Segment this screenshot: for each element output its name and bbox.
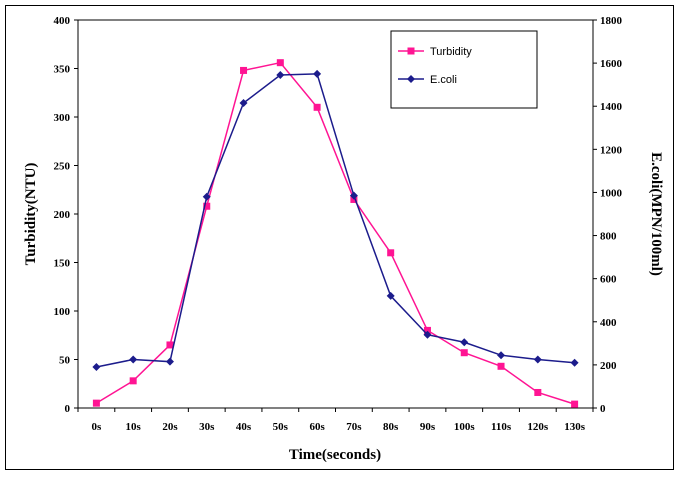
x-tick-label: 60s [309,421,325,433]
x-tick-label: 90s [420,421,436,433]
x-tick-label: 120s [527,421,549,433]
series-e-coli-point [497,351,506,360]
series-e-coli-point [533,355,542,364]
series-e-coli-point [460,338,469,347]
series-e-coli-point [349,191,358,200]
left-tick-label: 150 [54,258,71,270]
left-tick-label: 350 [54,64,71,76]
series-e-coli-point [386,291,395,300]
right-axis-ticks: 0 200 400 600 800 1000 1200 1400 1600 1800 [593,15,623,415]
series-turbidity-point [313,103,321,111]
series-turbidity-point [240,66,248,74]
x-tick-label: 130s [564,421,586,433]
left-axis-ticks: 0 50 100 150 200 250 300 350 400 [54,15,78,415]
series-turbidity-point [129,377,137,385]
legend-item-e-coli: E.coli [398,74,457,86]
right-tick-label: 200 [600,360,617,372]
series-turbidity-point [460,349,468,357]
series-e-coli-point [239,98,248,107]
legend: Turbidity E.coli [390,30,538,109]
series-layer [92,59,579,408]
right-tick-label: 1400 [600,101,623,113]
right-tick-label: 1800 [600,15,623,27]
x-tick-label: 80s [383,421,399,433]
series-e-coli-point [276,70,285,79]
series-e-coli [92,69,579,372]
series-turbidity-point [423,326,431,334]
left-tick-label: 50 [59,355,71,367]
series-e-coli-point [202,192,211,201]
right-tick-label: 0 [600,403,606,415]
left-tick-label: 250 [54,161,71,173]
series-turbidity-point [387,249,395,257]
x-tick-label: 10s [126,421,142,433]
series-e-coli-point [165,357,174,366]
series-e-coli-point [92,363,101,372]
left-tick-label: 100 [54,306,71,318]
series-turbidity-point [276,59,284,67]
x-axis-title: Time(seconds) [289,447,381,463]
x-tick-label: 0s [92,421,103,433]
series-e-coli-point [423,330,432,339]
series-turbidity-point [166,341,174,349]
right-tick-label: 1200 [600,144,623,156]
left-tick-label: 0 [65,403,71,415]
left-tick-label: 300 [54,112,71,124]
right-tick-label: 1600 [600,58,623,70]
x-axis-ticks: 0s 10s 20s 30s 40s 50s 60s 70s 80s 90s 100s 110s 120… [77,408,594,433]
legend-swatch-marker [407,47,415,55]
series-turbidity-point [571,400,579,408]
series-turbidity-line [96,61,575,405]
series-e-coli-point [570,358,579,367]
x-tick-label: 20s [162,421,178,433]
x-tick-label: 50s [273,421,289,433]
legend-box [390,30,538,109]
x-tick-label: 110s [491,421,512,433]
right-tick-label: 600 [600,274,617,286]
legend-label: E.coli [430,74,457,86]
y2-axis-title: E.coli(MPN/100ml) [648,152,664,276]
series-turbidity-point [534,388,542,396]
x-tick-label: 30s [199,421,215,433]
series-turbidity-point [203,202,211,210]
legend-swatch-marker [407,75,415,83]
left-tick-label: 400 [54,15,71,27]
legend-label: Turbidity [430,46,472,58]
series-turbidity-point [92,399,100,407]
x-tick-label: 100s [454,421,476,433]
series-e-coli-line [96,73,575,368]
right-tick-label: 1000 [600,187,623,199]
series-e-coli-point [129,355,138,364]
left-tick-label: 200 [54,209,71,221]
series-turbidity [92,59,579,408]
series-turbidity-point [497,362,505,370]
right-tick-label: 400 [600,317,617,329]
legend-item-turbidity: Turbidity [398,46,472,58]
y-axis-title: Turbidity(NTU) [23,163,39,266]
right-tick-label: 800 [600,231,617,243]
series-e-coli-point [313,69,322,78]
x-tick-label: 70s [346,421,362,433]
x-tick-label: 40s [236,421,252,433]
